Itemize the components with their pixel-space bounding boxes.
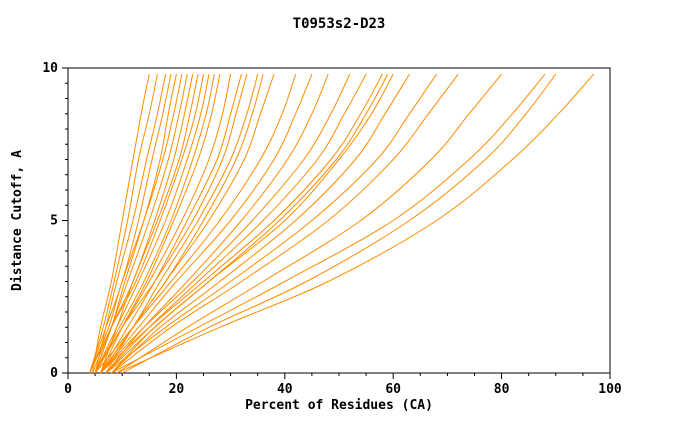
y-axis-label: Distance Cutoff, A <box>10 150 25 291</box>
series-line <box>94 74 215 374</box>
x-tick-label: 80 <box>494 382 510 397</box>
chart-title: T0953s2-D23 <box>292 16 386 32</box>
y-tick-label: 5 <box>50 214 58 229</box>
x-tick-label: 0 <box>64 382 72 397</box>
series-line <box>105 73 394 374</box>
y-tick-label: 0 <box>50 366 58 381</box>
series-line <box>94 74 210 374</box>
series-line <box>89 74 158 374</box>
series-line <box>111 73 410 374</box>
series-line <box>100 73 351 374</box>
series-line <box>91 73 150 374</box>
y-tick-label: 10 <box>42 61 58 76</box>
series-line <box>105 73 367 374</box>
x-tick-label: 20 <box>169 382 185 397</box>
series-line <box>111 73 459 374</box>
series-line <box>94 73 248 374</box>
series-line <box>100 73 313 374</box>
x-tick-label: 40 <box>277 382 293 397</box>
series-line <box>116 73 502 374</box>
series-line <box>105 73 438 374</box>
series-line <box>116 73 595 374</box>
series-line <box>100 73 383 374</box>
series-line <box>100 73 242 374</box>
series-line <box>89 73 172 374</box>
series-line <box>94 73 297 374</box>
series-line <box>89 73 204 374</box>
series-line <box>111 73 546 374</box>
series-line <box>89 74 183 374</box>
series-line <box>121 73 557 374</box>
x-axis-label: Percent of Residues (CA) <box>245 398 433 413</box>
x-tick-label: 100 <box>598 382 622 397</box>
x-tick-label: 60 <box>385 382 401 397</box>
